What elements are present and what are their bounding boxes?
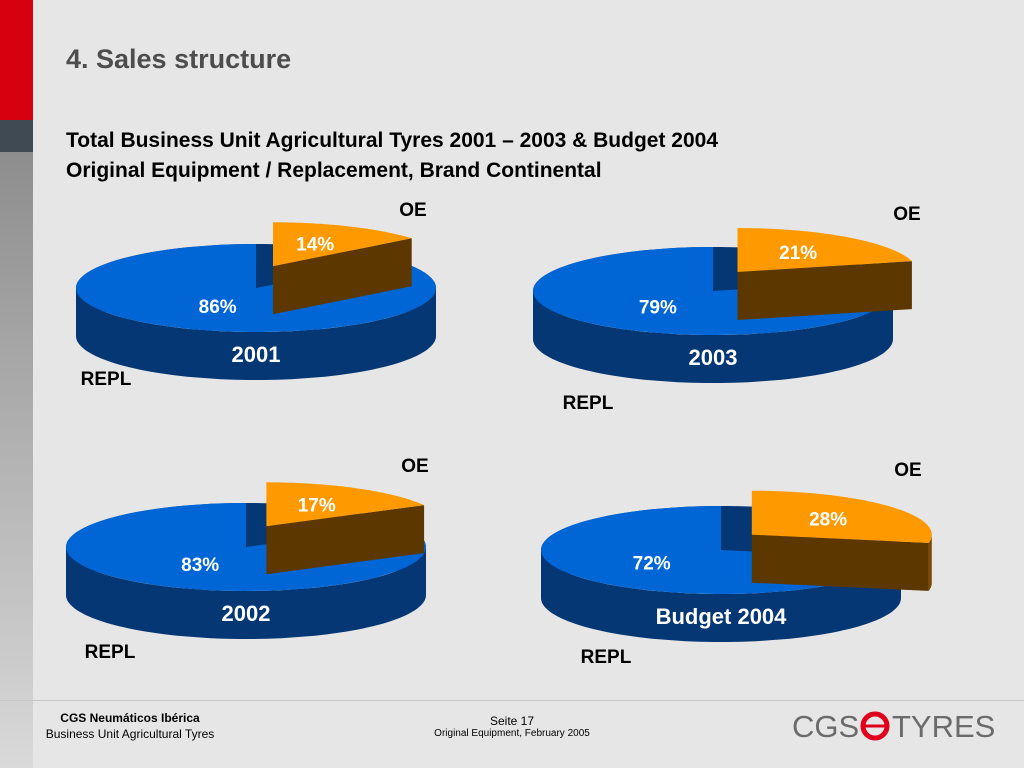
oe-percent-label: 14% — [296, 234, 334, 255]
page-number: Seite 17 — [489, 714, 535, 728]
chart-year-label: 2001 — [232, 342, 281, 367]
repl-slice — [66, 503, 426, 591]
logo-left-text: CGS — [792, 709, 859, 744]
oe-slice-side — [266, 505, 425, 575]
repl-slice-front — [66, 547, 426, 639]
repl-slice — [76, 244, 436, 332]
subtitle-line-1: Total Business Unit Agricultural Tyres 2… — [66, 129, 719, 152]
section-title: 4. Sales structure — [66, 44, 292, 74]
subtitle-line-2: Original Equipment / Replacement, Brand … — [66, 159, 602, 182]
oe-percent-label: 17% — [298, 496, 336, 517]
footer-center: Seite 17 Original Equipment, February 20… — [412, 714, 612, 739]
repl-percent-label: 86% — [199, 297, 237, 318]
repl-percent-label: 79% — [639, 298, 677, 319]
pie-chart-1: 86% 14% 2001 OE REPL — [76, 200, 436, 390]
repl-legend-label: REPL — [581, 647, 632, 668]
pie-chart-3: 83% 17% 2002 OE REPL — [66, 456, 429, 663]
document-info: Original Equipment, February 2005 — [434, 728, 590, 739]
left-bar-red-block — [0, 0, 33, 120]
chart-subtitle: Total Business Unit Agricultural Tyres 2… — [66, 126, 718, 186]
repl-legend-label: REPL — [563, 393, 614, 414]
oe-slice — [737, 228, 912, 272]
oe-slice-side — [273, 238, 412, 315]
left-bar-dark-block — [0, 120, 33, 152]
oe-slice-side — [737, 261, 912, 320]
oe-slice-side — [751, 534, 929, 591]
oe-legend-label: OE — [893, 204, 920, 225]
oe-legend-label: OE — [399, 200, 426, 221]
pie-chart-2: 79% 21% 2003 OE REPL — [533, 204, 921, 414]
oe-slice — [751, 490, 932, 543]
pie-chart-4: 72% 28% Budget 2004 OE REPL — [541, 460, 932, 668]
footer-divider — [0, 700, 1024, 701]
oe-legend-label: OE — [401, 456, 428, 477]
pie-charts: 86% 14% 2001 OE REPL 79% 21% 2003 OE REPL 83% 17% 20… — [66, 200, 932, 668]
chart-year-label: 2003 — [689, 345, 738, 370]
footer-unit: Business Unit Agricultural Tyres — [45, 727, 215, 741]
logo-right-text: TYRES — [892, 709, 995, 744]
oe-slice-front — [928, 534, 932, 591]
repl-percent-label: 83% — [181, 555, 219, 576]
repl-slice-front — [533, 291, 893, 383]
footer-left: CGS Neumáticos Ibérica Business Unit Agr… — [0, 710, 260, 742]
repl-legend-label: REPL — [81, 369, 132, 390]
oe-slice — [266, 482, 425, 527]
oe-percent-label: 21% — [779, 243, 817, 264]
chart-year-label: Budget 2004 — [656, 604, 788, 629]
footer-company: CGS Neumáticos Ibérica — [60, 711, 200, 725]
oe-slice — [273, 222, 412, 267]
repl-slice-front — [76, 288, 436, 380]
logo-ring-icon — [860, 711, 890, 741]
repl-percent-label: 72% — [633, 554, 671, 575]
repl-legend-label: REPL — [85, 642, 136, 663]
repl-slice-front — [541, 550, 901, 642]
oe-legend-label: OE — [894, 460, 921, 481]
chart-year-label: 2002 — [222, 601, 271, 626]
oe-percent-label: 28% — [809, 509, 847, 530]
company-logo: CGS TYRES — [792, 709, 995, 744]
